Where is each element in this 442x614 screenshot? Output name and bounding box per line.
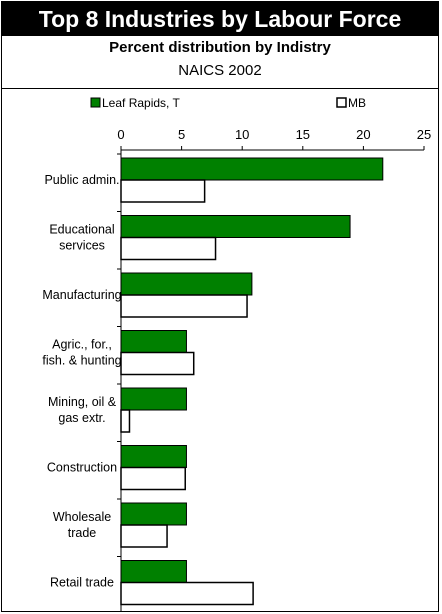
bar-series-1: [120, 560, 187, 583]
bar-series-1: [120, 502, 187, 526]
x-tick-label: 10: [235, 127, 249, 142]
category-label: services: [59, 239, 105, 253]
category-label: Agric., for.,: [52, 338, 112, 352]
bar-series-1: [120, 330, 187, 353]
category-label: Construction: [47, 461, 117, 475]
bar-series-1: [120, 215, 351, 238]
x-tick-label: 25: [417, 127, 431, 142]
bar-series-1: [120, 157, 384, 181]
category-label: fish. & hunting: [42, 354, 121, 368]
bar-series-1: [120, 272, 253, 296]
category-label: gas extr.: [58, 411, 105, 425]
category-label: Retail trade: [50, 576, 114, 590]
x-tick-label: 20: [356, 127, 370, 142]
category-label: trade: [68, 526, 97, 540]
category-label: Manufacturing: [42, 288, 121, 302]
chart-title: Top 8 Industries by Labour Force: [2, 2, 438, 36]
category-label: Public admin.: [44, 173, 119, 187]
bar-series-2: [120, 524, 168, 548]
header-divider: [2, 88, 438, 89]
category-label: Educational: [49, 223, 114, 237]
legend-label-series-2: MB: [348, 96, 366, 110]
bar-series-2: [120, 179, 206, 203]
bar-series-2: [120, 351, 195, 376]
bar-series-2: [120, 581, 254, 606]
chart-subtitle-classification: NAICS 2002: [178, 62, 262, 79]
bar-series-1: [120, 387, 187, 411]
legend-swatch-series-1: [90, 97, 101, 108]
legend-swatch-series-2: [336, 97, 347, 108]
category-label: Mining, oil &: [48, 395, 117, 409]
bar-series-1: [120, 445, 187, 468]
bar-series-2: [120, 466, 186, 491]
x-tick-label: 0: [117, 127, 124, 142]
bar-series-2: [120, 294, 248, 318]
legend-label-series-1: Leaf Rapids, T: [102, 96, 180, 110]
x-tick-label: 5: [178, 127, 185, 142]
category-label: Wholesale: [53, 510, 111, 524]
bar-series-2: [120, 409, 131, 433]
bar-series-2: [120, 236, 217, 261]
x-tick-label: 15: [296, 127, 310, 142]
chart-subtitle: Percent distribution by Indistry: [109, 39, 331, 56]
